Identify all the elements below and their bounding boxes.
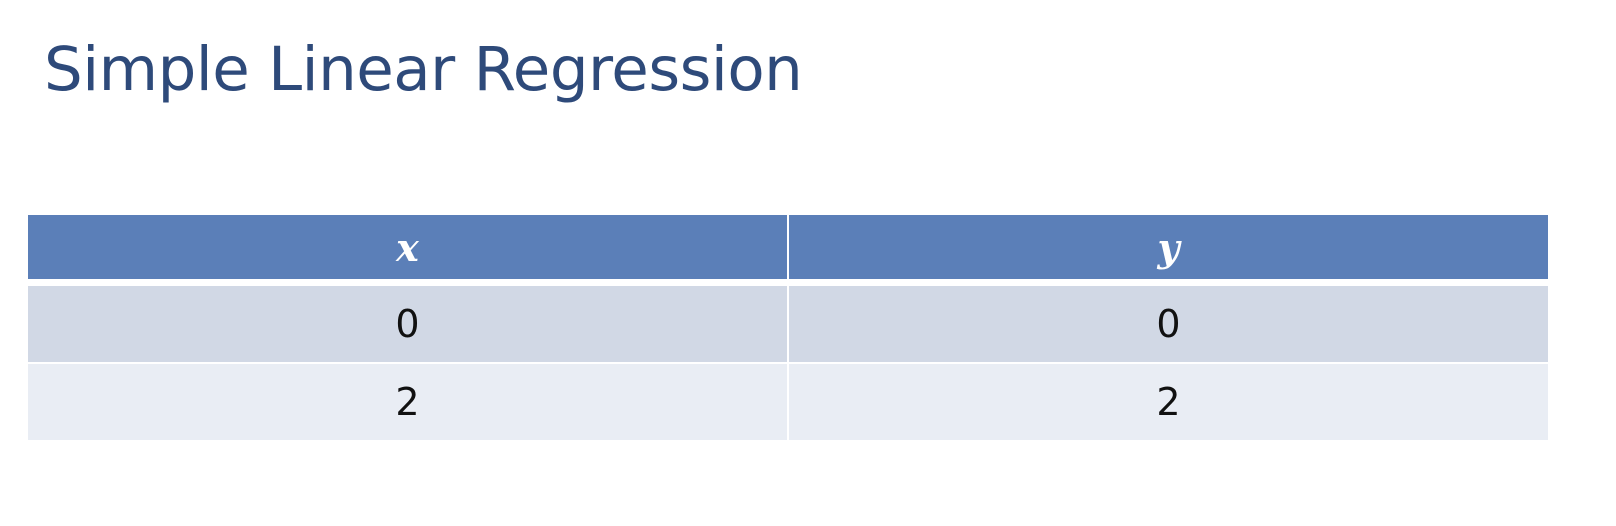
slide-title: Simple Linear Regression xyxy=(44,34,803,105)
table-row: 0 0 xyxy=(28,282,1548,363)
table-header-row: x y xyxy=(28,215,1548,286)
table-cell-y: 2 xyxy=(787,362,1548,440)
column-header-y: y xyxy=(787,215,1548,286)
table-row: 2 2 xyxy=(28,362,1548,440)
table-cell-x: 2 xyxy=(28,362,788,440)
column-header-x: x xyxy=(28,215,788,286)
table-cell-y: 0 xyxy=(787,282,1548,363)
data-table: x y 0 0 2 2 xyxy=(28,215,1548,440)
table-cell-x: 0 xyxy=(28,282,788,363)
